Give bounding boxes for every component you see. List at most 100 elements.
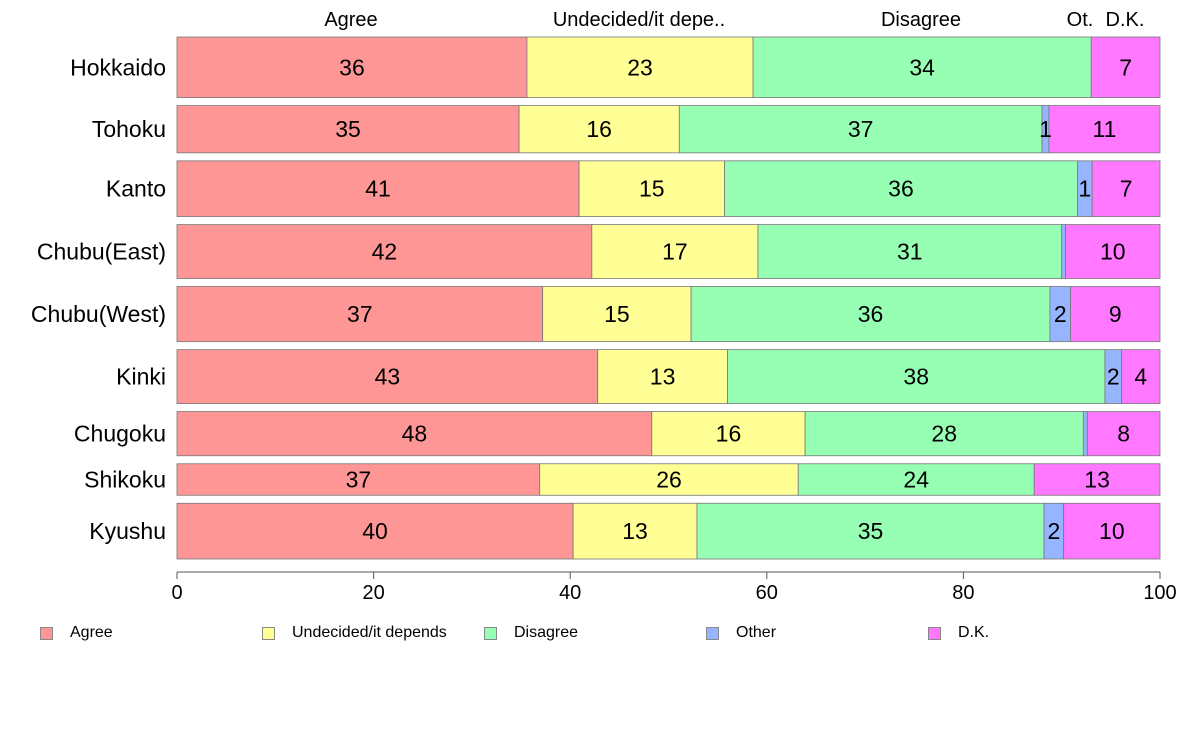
legend-swatch-agree: [40, 626, 53, 640]
x-tick-label-20: 20: [362, 582, 384, 604]
bar-kyushu-disagree: [696, 502, 1045, 560]
row-label-hokkaido: Hokkaido: [70, 54, 166, 80]
legend-label-undecided-it-depends: Undecided/it depends: [292, 624, 447, 641]
bar-tohoku-agree: [176, 105, 520, 154]
legend-label-d-k: D.K.: [958, 624, 990, 641]
bar-kinki-agree: [176, 349, 599, 404]
value-label-chugoku-agree: 48: [402, 421, 428, 447]
bar-shikoku-undecided-it-depends: [539, 463, 799, 496]
bar-shikoku-d-k: [1033, 463, 1161, 496]
bar-kanto-d-k: [1091, 160, 1161, 217]
bar-tohoku-undecided-it-depends: [518, 105, 680, 154]
stacked-bar-chart: Agree Undecided/it depe.. Disagree Ot. D.K. …: [31, 9, 1177, 604]
value-label-chugoku-undecided-it-depends: 16: [716, 421, 742, 447]
value-label-hokkaido-agree: 36: [339, 54, 365, 80]
x-tick-label-80: 80: [952, 582, 974, 604]
column-header-disagree: Disagree: [881, 9, 961, 31]
bar-kanto-undecided-it-depends: [578, 160, 725, 217]
value-label-kanto-other: 1: [1078, 176, 1091, 202]
value-label-tohoku-disagree: 37: [848, 116, 874, 142]
legend-item-disagree: Disagree: [484, 624, 578, 642]
bar-tohoku-disagree: [678, 105, 1043, 154]
bar-chubu-east-undecided-it-depends: [591, 224, 759, 279]
value-label-shikoku-disagree: 24: [903, 467, 929, 493]
x-tick-label-40: 40: [559, 582, 581, 604]
value-label-kinki-disagree: 38: [903, 364, 929, 390]
bar-kinki-undecided-it-depends: [597, 349, 728, 404]
legend-item-other: Other: [706, 624, 776, 642]
value-label-kanto-disagree: 36: [888, 176, 914, 202]
x-tick-label-0: 0: [171, 582, 182, 604]
value-label-tohoku-undecided-it-depends: 16: [586, 116, 612, 142]
bar-hokkaido-d-k: [1090, 36, 1161, 98]
value-label-chubu-west-disagree: 36: [858, 301, 884, 327]
value-label-tohoku-d-k: 11: [1093, 116, 1117, 142]
value-label-kinki-other: 2: [1107, 364, 1120, 390]
row-label-kanto: Kanto: [106, 176, 166, 202]
bar-chugoku-d-k: [1086, 411, 1161, 457]
row-label-chubu-east: Chubu(East): [37, 239, 166, 265]
row-label-tohoku: Tohoku: [92, 116, 166, 142]
value-label-chubu-west-undecided-it-depends: 15: [604, 301, 630, 327]
bar-chubu-east-d-k: [1065, 224, 1161, 279]
bar-segments: [176, 36, 1161, 560]
legend-swatch-d-k: [928, 626, 941, 640]
row-label-chubu-west: Chubu(West): [31, 301, 166, 327]
value-label-kyushu-d-k: 10: [1099, 518, 1125, 544]
column-header-ot: Ot.: [1067, 9, 1094, 31]
bar-chugoku-agree: [176, 411, 653, 457]
legend-item-d-k: D.K.: [928, 624, 989, 642]
bar-chubu-west-agree: [176, 286, 544, 343]
value-label-tohoku-other: 1: [1039, 116, 1052, 142]
value-label-kyushu-undecided-it-depends: 13: [622, 518, 648, 544]
legend-swatch-undecided-it-depends: [262, 626, 275, 640]
value-label-chubu-east-d-k: 10: [1100, 239, 1126, 265]
value-label-kyushu-agree: 40: [362, 518, 388, 544]
bar-chubu-east-other: [1061, 224, 1067, 279]
value-label-chubu-west-d-k: 9: [1109, 301, 1122, 327]
bar-kyushu-d-k: [1063, 502, 1161, 560]
value-label-tohoku-agree: 35: [335, 116, 361, 142]
category-labels: Hokkaido Tohoku Kanto Chubu(East) Chubu(West…: [31, 54, 166, 544]
value-label-shikoku-undecided-it-depends: 26: [656, 467, 682, 493]
value-label-hokkaido-disagree: 34: [909, 54, 935, 80]
legend-swatch-other: [706, 626, 719, 640]
legend-label-disagree: Disagree: [514, 624, 579, 641]
column-header-undecided-it-depe: Undecided/it depe..: [553, 9, 725, 31]
bar-kinki-d-k: [1121, 349, 1161, 404]
value-label-chugoku-d-k: 8: [1117, 421, 1130, 447]
row-label-chugoku: Chugoku: [74, 421, 166, 447]
value-label-hokkaido-undecided-it-depends: 23: [627, 54, 653, 80]
legend-item-agree: Agree: [40, 624, 113, 642]
legend-item-undecided-it-depends: Undecided/it depends: [262, 624, 447, 642]
value-label-kanto-agree: 41: [365, 176, 391, 202]
bar-tohoku-d-k: [1048, 105, 1161, 154]
value-label-chubu-east-disagree: 31: [897, 239, 923, 265]
value-label-kinki-agree: 43: [375, 364, 401, 390]
value-label-hokkaido-d-k: 7: [1119, 54, 1132, 80]
bar-kinki-disagree: [727, 349, 1106, 404]
value-label-chubu-west-other: 2: [1054, 301, 1067, 327]
column-header-d-k: D.K.: [1106, 9, 1145, 31]
value-label-kinki-d-k: 4: [1134, 364, 1147, 390]
row-label-shikoku: Shikoku: [84, 467, 166, 493]
column-header-labels: Agree Undecided/it depe.. Disagree Ot. D.K.: [324, 9, 1144, 31]
legend-swatch-disagree: [484, 626, 497, 640]
x-tick-label-60: 60: [756, 582, 778, 604]
value-label-shikoku-agree: 37: [346, 467, 372, 493]
bar-shikoku-agree: [176, 463, 541, 496]
value-label-shikoku-d-k: 13: [1084, 467, 1110, 493]
x-tick-label-100: 100: [1143, 582, 1176, 604]
bar-kanto-agree: [176, 160, 580, 217]
legend: Agree Undecided/it depends Disagree Other D.…: [0, 624, 1188, 644]
row-label-kinki: Kinki: [116, 364, 166, 390]
bar-chubu-west-disagree: [690, 286, 1051, 343]
column-header-agree: Agree: [324, 9, 377, 31]
bar-kanto-disagree: [724, 160, 1078, 217]
bar-chubu-east-disagree: [757, 224, 1063, 279]
value-label-kanto-undecided-it-depends: 15: [639, 176, 665, 202]
bar-chugoku-undecided-it-depends: [651, 411, 806, 457]
bar-chubu-west-d-k: [1070, 286, 1161, 343]
value-label-kyushu-disagree: 35: [858, 518, 884, 544]
